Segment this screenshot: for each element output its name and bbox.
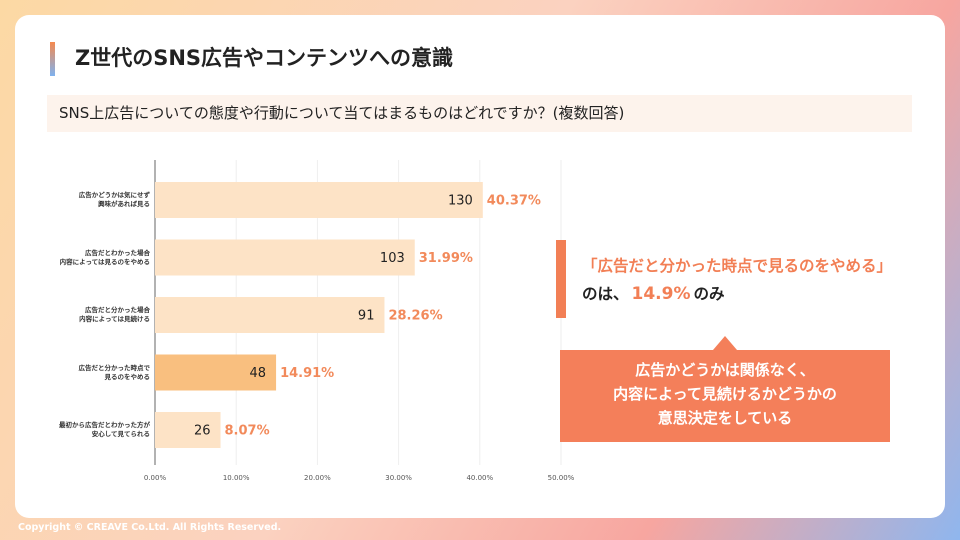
bar bbox=[155, 412, 221, 448]
category-label: 広告だとわかった場合 内容によっては見るのをやめる bbox=[59, 248, 150, 266]
x-tick-label: 0.00% bbox=[144, 474, 167, 482]
category-label: 最初から広告だとわかった方が 安心して見てられる bbox=[59, 421, 150, 438]
value-label: 14.91% bbox=[280, 366, 334, 381]
quote-highlight: 14.9% bbox=[631, 284, 691, 304]
bar bbox=[155, 182, 483, 218]
quote-bar bbox=[556, 240, 566, 318]
count-label: 103 bbox=[380, 251, 405, 266]
bar bbox=[155, 354, 277, 391]
value-label: 8.07% bbox=[225, 424, 270, 439]
callout-pointer bbox=[713, 336, 737, 350]
callout-line: 意思決定をしている bbox=[657, 409, 793, 427]
value-label: 40.37% bbox=[487, 194, 541, 209]
category-label: 広告だと分かった場合 内容によっては見続ける bbox=[79, 306, 150, 323]
title-accent bbox=[50, 42, 55, 76]
copyright: Copyright © CREAVE Co.Ltd. All Rights Re… bbox=[18, 522, 282, 533]
category-label: 広告かどうかは気にせず 興味があれば見る bbox=[78, 191, 150, 208]
category-label: 広告だと分かった時点で 見るのをやめる bbox=[78, 363, 151, 381]
x-tick-label: 30.00% bbox=[385, 474, 412, 482]
x-tick-label: 50.00% bbox=[548, 474, 575, 482]
quote-middle: のは、 bbox=[582, 285, 629, 303]
bar bbox=[155, 239, 415, 276]
x-tick-label: 20.00% bbox=[304, 474, 331, 482]
quote: 「広告だと分かった時点で見るのをやめる」 bbox=[582, 257, 893, 275]
callout-box: 広告かどうかは関係なく、内容によって見続けるかどうかの 意思決定をしている bbox=[560, 350, 890, 442]
callout-quote: 「広告だと分かった時点で見るのをやめる」のは、 14.9% のみ bbox=[582, 252, 902, 308]
callout-line: 内容によって見続けるかどうかの bbox=[613, 385, 837, 403]
count-label: 26 bbox=[194, 424, 211, 439]
title: Z世代のSNS広告やコンテンツへの意識 bbox=[75, 46, 454, 70]
chart-title: SNS上広告についての態度や行動について当てはまるものはどれですか？(複数回答) bbox=[47, 95, 912, 132]
x-tick-label: 10.00% bbox=[223, 474, 250, 482]
quote-end: のみ bbox=[693, 285, 725, 303]
value-label: 31.99% bbox=[419, 251, 473, 266]
bar bbox=[155, 297, 385, 333]
x-tick-label: 40.00% bbox=[466, 474, 493, 482]
count-label: 91 bbox=[358, 309, 375, 324]
callout-line: 広告かどうかは関係なく、 bbox=[635, 361, 815, 379]
count-label: 130 bbox=[448, 194, 473, 209]
count-label: 48 bbox=[250, 366, 267, 381]
value-label: 28.26% bbox=[388, 309, 442, 324]
